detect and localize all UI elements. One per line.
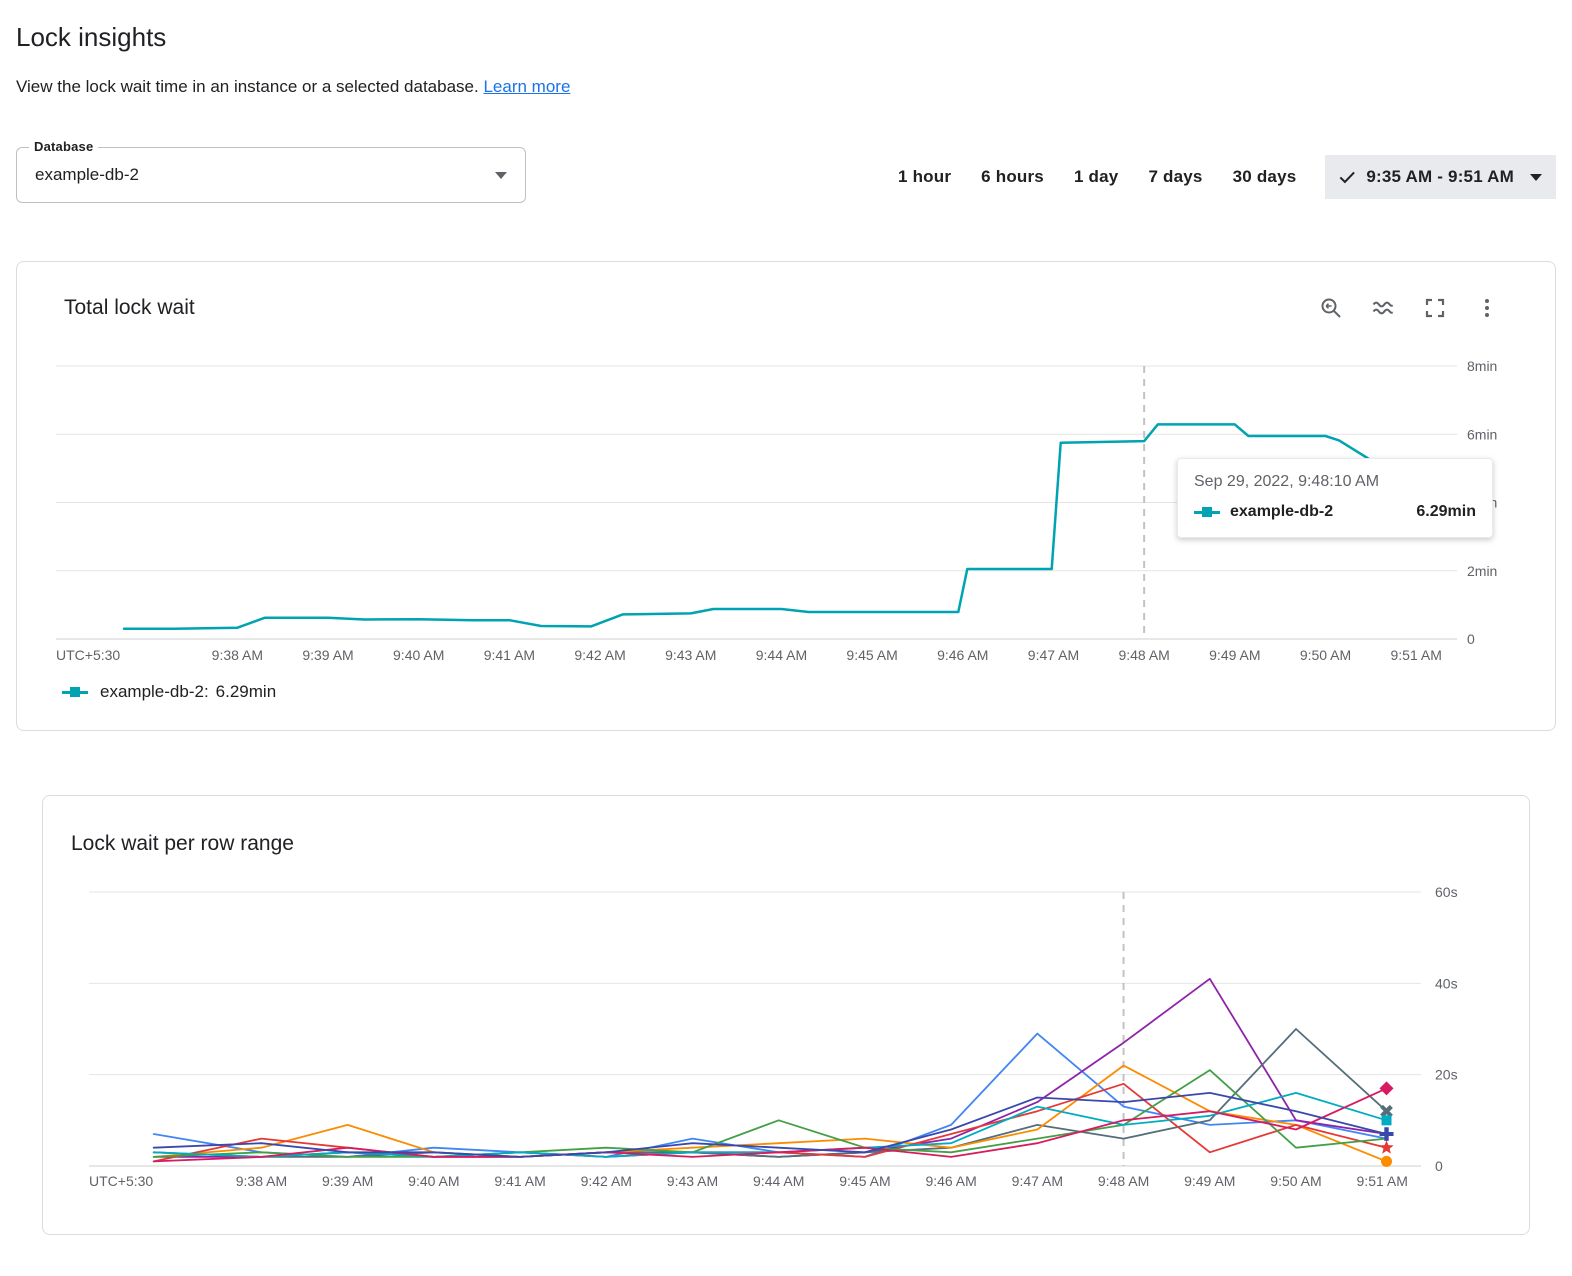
- svg-text:UTC+5:30: UTC+5:30: [89, 1173, 153, 1189]
- time-range-7-days[interactable]: 7 days: [1133, 156, 1217, 198]
- database-select-label: Database: [29, 139, 99, 154]
- svg-text:9:50 AM: 9:50 AM: [1270, 1173, 1321, 1189]
- svg-text:0: 0: [1435, 1158, 1443, 1174]
- svg-text:9:45 AM: 9:45 AM: [846, 647, 897, 663]
- svg-text:9:47 AM: 9:47 AM: [1028, 647, 1079, 663]
- svg-text:UTC+5:30: UTC+5:30: [56, 647, 120, 663]
- total-lock-wait-chart[interactable]: 02min4min6min8minUTC+5:309:38 AM9:39 AM9…: [17, 350, 1555, 672]
- lock-insights-page: Lock insights View the lock wait time in…: [16, 22, 1556, 1235]
- tooltip-row: example-db-2 6.29min: [1194, 503, 1476, 521]
- chart-toolbar: [1319, 296, 1499, 320]
- fullscreen-icon[interactable]: [1423, 296, 1447, 320]
- subtitle-text: View the lock wait time in an instance o…: [16, 77, 479, 96]
- svg-text:9:44 AM: 9:44 AM: [753, 1173, 804, 1189]
- database-select-value: example-db-2: [35, 165, 139, 184]
- more-options-icon[interactable]: [1475, 296, 1499, 320]
- svg-text:9:42 AM: 9:42 AM: [581, 1173, 632, 1189]
- svg-text:9:51 AM: 9:51 AM: [1357, 1173, 1408, 1189]
- time-range-custom-label: 9:35 AM - 9:51 AM: [1366, 167, 1514, 186]
- page-title: Lock insights: [16, 22, 167, 52]
- svg-text:40s: 40s: [1435, 975, 1458, 991]
- page-subtitle: View the lock wait time in an instance o…: [16, 77, 1556, 97]
- svg-text:9:39 AM: 9:39 AM: [302, 647, 353, 663]
- svg-text:9:49 AM: 9:49 AM: [1209, 647, 1260, 663]
- chevron-down-icon: [1530, 173, 1542, 181]
- svg-text:9:44 AM: 9:44 AM: [756, 647, 807, 663]
- tooltip-series-value: 6.29min: [1416, 503, 1476, 520]
- series-swatch-icon: [62, 686, 88, 698]
- svg-text:9:38 AM: 9:38 AM: [212, 647, 263, 663]
- database-select[interactable]: Database example-db-2: [16, 139, 526, 203]
- svg-text:2min: 2min: [1467, 563, 1497, 579]
- svg-text:9:51 AM: 9:51 AM: [1391, 647, 1442, 663]
- chart-legend-item[interactable]: example-db-2: 6.29min: [62, 682, 1555, 702]
- chart-tooltip: Sep 29, 2022, 9:48:10 AM example-db-2 6.…: [1177, 458, 1493, 538]
- time-range-1-day[interactable]: 1 day: [1059, 156, 1133, 198]
- tooltip-series-name: example-db-2: [1230, 503, 1334, 520]
- svg-text:9:41 AM: 9:41 AM: [484, 647, 535, 663]
- series-toggle-icon[interactable]: [1371, 296, 1395, 320]
- time-range-selector: 1 hour 6 hours 1 day 7 days 30 days 9:35…: [883, 155, 1556, 199]
- chevron-down-icon: [495, 171, 507, 179]
- svg-text:9:48 AM: 9:48 AM: [1098, 1173, 1149, 1189]
- svg-text:8min: 8min: [1467, 358, 1497, 374]
- learn-more-link[interactable]: Learn more: [483, 77, 571, 96]
- svg-text:9:42 AM: 9:42 AM: [574, 647, 625, 663]
- svg-text:9:43 AM: 9:43 AM: [665, 647, 716, 663]
- controls-row: Database example-db-2 1 hour 6 hours 1 d…: [16, 139, 1556, 203]
- svg-text:9:39 AM: 9:39 AM: [322, 1173, 373, 1189]
- svg-text:9:46 AM: 9:46 AM: [925, 1173, 976, 1189]
- time-range-6-hours[interactable]: 6 hours: [966, 156, 1059, 198]
- svg-text:9:47 AM: 9:47 AM: [1012, 1173, 1063, 1189]
- svg-text:6min: 6min: [1467, 426, 1497, 442]
- svg-text:9:45 AM: 9:45 AM: [839, 1173, 890, 1189]
- card-head: Lock wait per row range: [43, 796, 1529, 856]
- lock-wait-per-row-range-card: Lock wait per row range 0 20s 40s 60s UTC+5:…: [42, 795, 1530, 1235]
- total-lock-wait-card: Total lock wait: [16, 261, 1556, 731]
- check-icon: [1337, 167, 1357, 187]
- time-range-custom-selected[interactable]: 9:35 AM - 9:51 AM: [1325, 155, 1556, 199]
- svg-text:9:40 AM: 9:40 AM: [393, 647, 444, 663]
- svg-text:20s: 20s: [1435, 1067, 1458, 1083]
- series-swatch-icon: [1194, 506, 1220, 518]
- lock-wait-per-row-range-title: Lock wait per row range: [71, 832, 294, 855]
- tooltip-timestamp: Sep 29, 2022, 9:48:10 AM: [1194, 473, 1380, 490]
- svg-text:9:46 AM: 9:46 AM: [937, 647, 988, 663]
- svg-text:9:48 AM: 9:48 AM: [1118, 647, 1169, 663]
- svg-text:9:50 AM: 9:50 AM: [1300, 647, 1351, 663]
- svg-text:9:40 AM: 9:40 AM: [408, 1173, 459, 1189]
- total-lock-wait-title: Total lock wait: [64, 296, 195, 319]
- svg-text:0: 0: [1467, 631, 1475, 647]
- svg-text:9:49 AM: 9:49 AM: [1184, 1173, 1235, 1189]
- svg-text:9:43 AM: 9:43 AM: [667, 1173, 718, 1189]
- svg-text:60s: 60s: [1435, 884, 1458, 900]
- svg-text:9:41 AM: 9:41 AM: [494, 1173, 545, 1189]
- svg-text:9:38 AM: 9:38 AM: [236, 1173, 287, 1189]
- legend-series-name: example-db-2:: [100, 682, 209, 701]
- legend-series-value: 6.29min: [215, 682, 277, 701]
- lock-wait-per-row-range-chart[interactable]: 0 20s 40s 60s UTC+5:30 9:38 AM 9:39 AM 9:40 AM 9…: [43, 876, 1527, 1198]
- zoom-reset-icon[interactable]: [1319, 296, 1343, 320]
- card-head: Total lock wait: [17, 262, 1555, 320]
- time-range-30-days[interactable]: 30 days: [1218, 156, 1312, 198]
- time-range-1-hour[interactable]: 1 hour: [883, 156, 966, 198]
